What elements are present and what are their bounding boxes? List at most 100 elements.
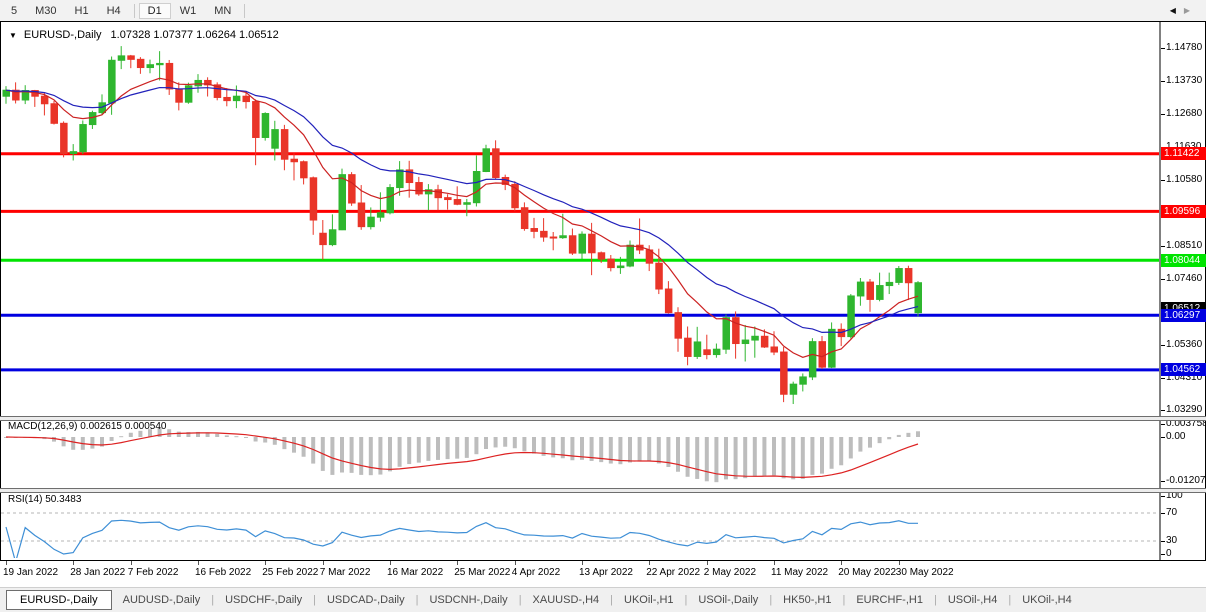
- tab-USOil-H4[interactable]: USOil-,H4: [947, 594, 998, 606]
- tab-separator: |: [415, 594, 419, 606]
- rsi-axis-label: 30: [1166, 535, 1178, 546]
- date-tick: [130, 561, 132, 565]
- price-axis-label: 1.14780: [1166, 42, 1203, 53]
- price-line-label: 1.09596: [1161, 204, 1206, 218]
- rsi-axis-label: 70: [1166, 507, 1178, 518]
- pane-separator[interactable]: [0, 488, 1206, 493]
- tab-USDCNH-Daily[interactable]: USDCNH-,Daily: [429, 594, 508, 606]
- date-label: 13 Apr 2022: [579, 567, 633, 578]
- axis-tick: [1161, 554, 1165, 555]
- tab-EURCHF-H1[interactable]: EURCHF-,H1: [856, 594, 923, 606]
- axis-tick: [1161, 344, 1165, 346]
- chart-window: [0, 21, 1206, 561]
- pane-separator[interactable]: [0, 416, 1206, 421]
- axis-tick: [1161, 541, 1165, 542]
- tab-separator: |: [1008, 594, 1012, 606]
- tab-separator: |: [313, 594, 316, 606]
- tab-separator: |: [842, 594, 846, 606]
- price-axis-label: 1.08510: [1166, 239, 1203, 251]
- tab-EURUSD-Daily[interactable]: EURUSD-,Daily: [6, 590, 112, 610]
- rsi-pane[interactable]: [1, 492, 1159, 558]
- date-tick: [841, 561, 843, 565]
- chart-dropdown-icon[interactable]: ▼: [9, 30, 17, 40]
- date-tick: [582, 561, 583, 565]
- tab-UKOil-H1[interactable]: UKOil-,H1: [624, 594, 674, 606]
- tab-UKOil-H4[interactable]: UKOil-,H4: [1022, 594, 1072, 606]
- date-tick: [390, 561, 391, 565]
- tab-separator: |: [684, 594, 688, 606]
- date-tick: [265, 561, 267, 565]
- date-label: 4 Apr 2022: [511, 567, 561, 578]
- macd-axis-label: 0.00: [1166, 431, 1186, 442]
- macd-pane[interactable]: [1, 420, 1159, 487]
- tab-separator: |: [769, 594, 773, 606]
- date-label: 19 Jan 2022: [3, 567, 59, 578]
- date-label: 28 Jan 2022: [70, 567, 126, 578]
- price-line-label: 1.08044: [1161, 253, 1206, 267]
- timeframe-H1[interactable]: H1: [74, 4, 89, 17]
- tab-separator: |: [518, 594, 522, 606]
- symbol-tab-bar: EURUSD-,Daily AUDUSD-,Daily | USDCHF-,Daily…: [0, 587, 1206, 612]
- price-pane[interactable]: [1, 22, 1159, 415]
- chart-title-bar: ▼ EURUSD-,Daily 1.07328 1.07377 1.06264 …: [9, 29, 279, 41]
- tab-scroll-right-icon[interactable]: ▶: [1183, 6, 1198, 15]
- chart-symbol-title: EURUSD-,Daily: [23, 29, 102, 41]
- rsi-axis-label: 100: [1166, 490, 1183, 501]
- price-line-label: 1.11422: [1161, 147, 1206, 161]
- tab-separator: |: [211, 594, 215, 606]
- price-line-label: 1.06297: [1161, 308, 1206, 322]
- macd-axis-label: -0.012075: [1166, 474, 1206, 486]
- tab-AUDUSD-Daily[interactable]: AUDUSD-,Daily: [122, 594, 201, 606]
- axis-tick: [1161, 437, 1165, 438]
- rsi-indicator-label: RSI(14) 50.3483: [8, 494, 82, 505]
- toolbar-separator: [244, 3, 246, 18]
- ohlc-readout: 1.07328 1.07377 1.06264 1.06512: [110, 29, 279, 41]
- price-axis-label: 1.12680: [1166, 108, 1203, 120]
- timeframe-toolbar: 5 M30 H1 H4 D1 W1 MN: [0, 0, 1206, 21]
- axis-tick: [1161, 513, 1165, 514]
- axis-tick: [1161, 48, 1165, 49]
- tab-USDCAD-Daily[interactable]: USDCAD-,Daily: [326, 594, 405, 606]
- tab-separator: |: [933, 594, 937, 606]
- axis-tick: [1161, 496, 1165, 497]
- tab-HK50-H1[interactable]: HK50-,H1: [783, 594, 832, 606]
- timeframe-H4[interactable]: H4: [106, 4, 121, 17]
- axis-tick: [1161, 81, 1165, 83]
- timeframe-M30[interactable]: M30: [35, 4, 57, 17]
- tab-USDCHF-Daily[interactable]: USDCHF-,Daily: [225, 594, 303, 606]
- date-label: 25 Feb 2022: [262, 567, 319, 578]
- date-axis: 19 Jan 2022 28 Jan 2022 7 Feb 2022 16 Feb 2…: [0, 561, 1206, 587]
- timeframe-D1[interactable]: D1: [138, 2, 171, 19]
- price-axis-label: 1.03290: [1166, 404, 1203, 415]
- date-label: 16 Feb 2022: [195, 567, 252, 578]
- timeframe-MN[interactable]: MN: [214, 4, 232, 17]
- date-tick: [457, 561, 459, 565]
- tab-USOil-Daily[interactable]: USOil-,Daily: [698, 594, 759, 606]
- axis-tick: [1161, 245, 1165, 247]
- price-axis-label: 1.07460: [1166, 272, 1203, 284]
- tab-scroll-controls: ◀▶: [1170, 6, 1198, 15]
- timeframe-5[interactable]: 5: [11, 4, 18, 17]
- price-axis-label: 1.05360: [1166, 338, 1203, 350]
- date-label: 22 Apr 2022: [646, 567, 701, 578]
- macd-axis-label: 0.003758: [1166, 418, 1206, 429]
- tab-XAUUSD-H4[interactable]: XAUUSD-,H4: [532, 594, 600, 606]
- tab-separator: |: [610, 594, 614, 606]
- date-tick: [6, 561, 7, 565]
- price-axis-label: 1.11630: [1166, 141, 1201, 152]
- timeframe-W1[interactable]: W1: [179, 4, 197, 17]
- date-label: 7 Mar 2022: [319, 567, 371, 578]
- date-label: 25 Mar 2022: [454, 567, 511, 578]
- tab-scroll-left-icon[interactable]: ◀: [1169, 6, 1184, 15]
- price-axis-label: 1.13730: [1166, 75, 1203, 87]
- date-label: 30 May 2022: [895, 567, 954, 578]
- toolbar-separator: [133, 3, 135, 18]
- date-tick: [706, 561, 708, 565]
- axis-tick: [1161, 424, 1165, 425]
- axis-tick: [1161, 114, 1165, 116]
- date-label: 2 May 2022: [703, 567, 757, 578]
- date-label: 11 May 2022: [771, 567, 829, 578]
- date-label: 20 May 2022: [838, 567, 897, 578]
- price-axis-label: 1.04310: [1166, 371, 1203, 383]
